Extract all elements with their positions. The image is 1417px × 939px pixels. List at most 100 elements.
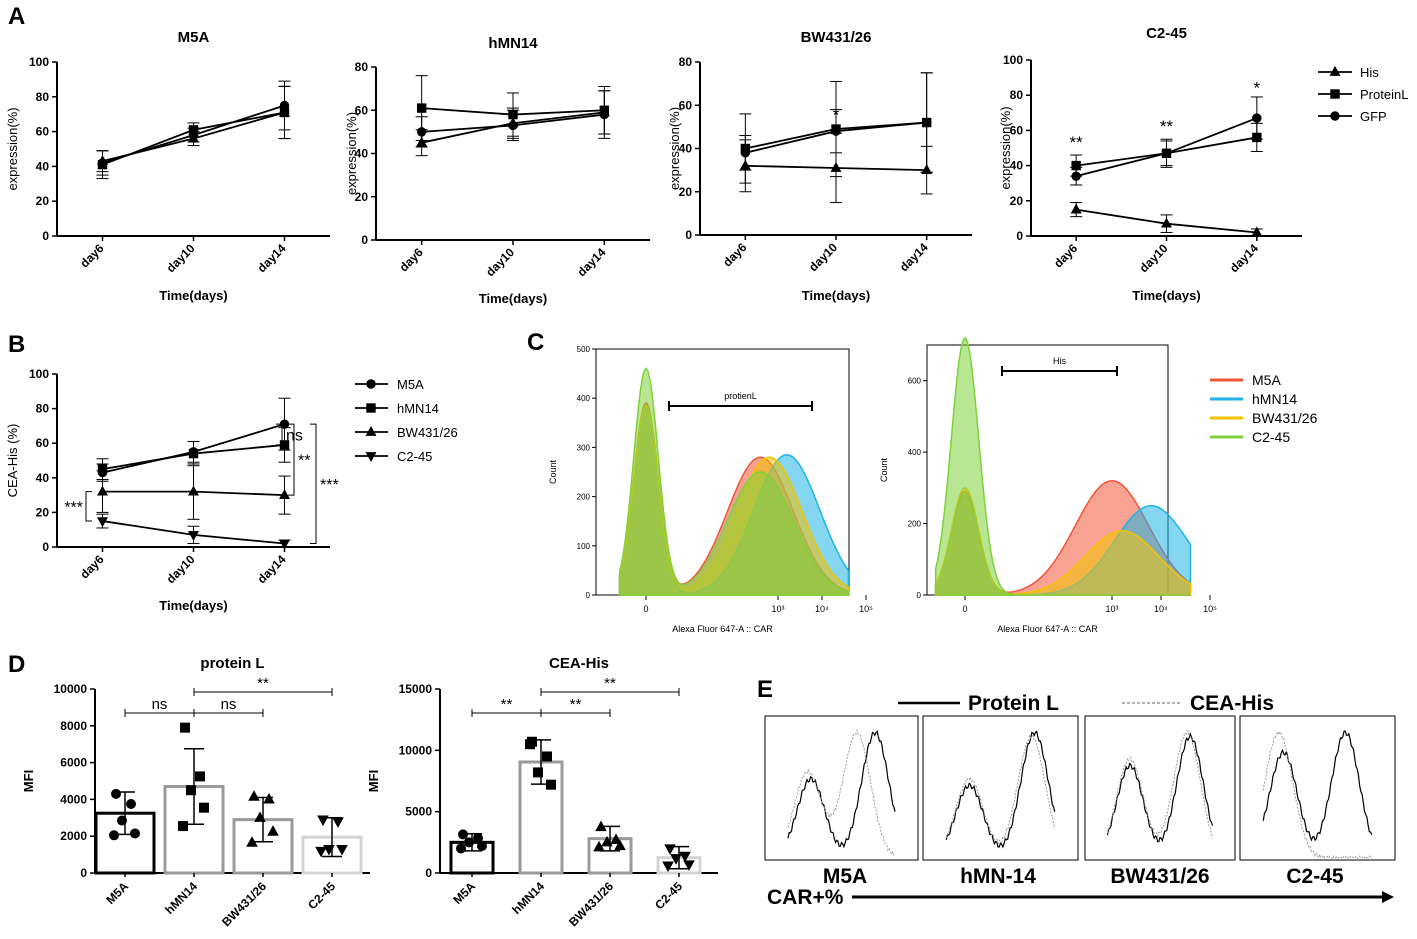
legend-label: BW431/26 <box>397 425 458 440</box>
y-axis-label: Count <box>548 460 558 485</box>
y-axis-label: CEA-His (%) <box>5 424 20 498</box>
y-tick-label: 20 <box>679 185 693 199</box>
data-point <box>1161 217 1172 228</box>
data-point <box>97 158 108 168</box>
significance-label: * <box>1254 78 1261 97</box>
data-point <box>683 860 695 871</box>
protein-l-curve <box>1106 732 1214 843</box>
panel-c-legend: M5A hMN14 BW431/26 C2-45 <box>1210 372 1318 445</box>
y-axis-label: expression(%) <box>344 112 359 195</box>
x-tick-label: C2-45 <box>305 879 338 912</box>
panel-a-legend: His ProteinL GFP <box>1318 65 1408 124</box>
histogram-box <box>922 715 1079 861</box>
data-point <box>593 840 605 852</box>
y-tick-label: 40 <box>36 471 50 485</box>
data-point <box>610 833 622 844</box>
significance-label: *** <box>320 477 339 494</box>
legend-marker <box>365 452 377 463</box>
data-point <box>97 517 108 528</box>
data-point <box>188 130 199 140</box>
cea-his-curve <box>1262 730 1372 859</box>
y-tick-label: 10000 <box>54 682 88 696</box>
y-axis-label: expression(%) <box>5 107 20 190</box>
legend-label: hMN14 <box>397 401 439 416</box>
x-tick-label: BW431/26 <box>566 879 616 929</box>
y-tick-label: 60 <box>36 125 50 139</box>
data-point <box>188 531 199 541</box>
significance-label: ** <box>1160 117 1174 136</box>
legend-marker <box>366 379 376 389</box>
data-point <box>1161 148 1172 158</box>
panel-label-e: E <box>757 676 773 703</box>
y-axis-label: MFI <box>366 770 381 792</box>
y-tick-label: 0 <box>586 591 591 600</box>
y-tick-label: 80 <box>36 90 50 104</box>
line-chart-A1: 0 20 40 60 80 100 day6 day10 day14 Time(days) expr… <box>5 29 330 303</box>
data-point <box>279 100 290 111</box>
y-tick-label: 0 <box>80 866 87 880</box>
data-point <box>533 767 543 778</box>
significance-bracket <box>276 423 283 446</box>
histogram-box <box>764 715 919 861</box>
x-tick-label: day10 <box>806 240 840 274</box>
data-point <box>601 835 613 847</box>
panel-label-b: B <box>8 331 25 358</box>
y-tick-label: 15000 <box>399 682 433 696</box>
data-point <box>662 861 674 873</box>
y-tick-label: 6000 <box>60 756 87 770</box>
x-tick-label: day6 <box>720 240 749 269</box>
x-tick-label: hMN14 <box>162 879 200 917</box>
data-point <box>416 127 427 137</box>
y-tick-label: 10000 <box>399 743 433 757</box>
protein-l-curve <box>945 730 1056 849</box>
data-point <box>263 792 275 804</box>
y-tick-label: 0 <box>685 228 692 242</box>
x-axis-label: Time(days) <box>1132 288 1200 303</box>
y-tick-label: 5000 <box>405 805 432 819</box>
line-chart-A2: 0 20 40 60 80 day6 day10 day14 Time(days) express… <box>344 35 650 306</box>
panel-label-a: A <box>8 3 25 30</box>
x-axis-label: Time(days) <box>159 598 227 613</box>
data-point <box>1251 226 1263 237</box>
y-tick-label: 20 <box>36 194 50 208</box>
data-point <box>126 799 136 809</box>
x-axis-label: Time(days) <box>802 288 870 303</box>
protein-l-curve <box>787 730 896 849</box>
legend-protein-l-label: Protein L <box>968 692 1059 715</box>
legend-label: M5A <box>397 377 424 392</box>
legend-marker <box>366 403 376 413</box>
y-tick-label: 100 <box>1003 53 1023 67</box>
x-tick-label: 0 <box>962 604 967 614</box>
data-point <box>336 844 348 856</box>
legend-label: ProteinL <box>1360 87 1408 102</box>
sample-label: M5A <box>823 865 867 888</box>
x-tick-label: C2-45 <box>652 879 685 912</box>
y-axis-label: expression(%) <box>998 106 1013 189</box>
data-point <box>599 109 610 120</box>
x-axis-label: Alexa Fluor 647-A :: CAR <box>672 624 773 634</box>
x-tick-label: M5A <box>450 879 478 907</box>
y-tick-label: 80 <box>679 55 693 69</box>
y-axis-label: MFI <box>21 770 36 792</box>
x-tick-label: day14 <box>574 245 608 279</box>
cea-his-curve <box>945 734 1056 845</box>
significance-label: ** <box>604 675 616 692</box>
car-axis-label: CAR+% <box>767 886 844 909</box>
data-point <box>546 779 556 790</box>
data-point <box>188 448 199 459</box>
y-tick-label: 0 <box>1016 229 1023 243</box>
chart-title: M5A <box>178 29 210 46</box>
legend-label: C2-45 <box>397 449 432 464</box>
data-point <box>416 103 427 113</box>
x-axis-label: Time(days) <box>479 291 547 306</box>
data-point <box>178 821 188 832</box>
chart-title: hMN14 <box>488 35 538 52</box>
y-axis-label: expression(%) <box>667 107 682 190</box>
significance-label: ns <box>152 696 168 713</box>
legend-label: BW431/26 <box>1252 410 1318 426</box>
data-point <box>831 126 841 136</box>
x-tick-label: day10 <box>483 245 517 279</box>
y-tick-label: 0 <box>917 591 922 600</box>
